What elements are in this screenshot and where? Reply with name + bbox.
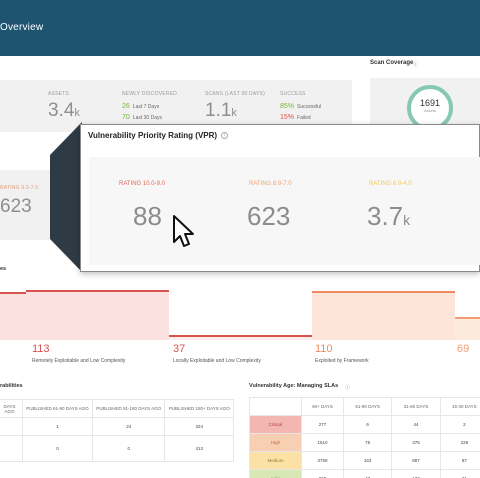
severity-medium-label: Medium <box>249 451 302 470</box>
newly-discovered-label: NEWLY DISCOVERED <box>122 91 177 97</box>
severity-low-label: Low <box>249 469 302 478</box>
table-cell[interactable]: 413 <box>164 435 234 462</box>
bar-caption-framework: Exploited by Framework <box>315 358 369 364</box>
vpr-zoom-panel: Vulnerability Priority Rating (VPR) i RAT… <box>80 124 480 272</box>
vuln-age-info-icon[interactable]: ⓘ <box>345 385 351 391</box>
table-cell[interactable]: 1 <box>22 417 93 436</box>
table-header: PUBLISHED 61-90 DAYS AGO <box>22 399 93 418</box>
summary-panel-bg <box>0 80 352 132</box>
rating-value: 88 <box>133 201 162 231</box>
table-cell[interactable]: 21 <box>439 469 480 478</box>
vpr-rating-critical[interactable]: RATING 10.0-9.0 88 <box>89 157 219 265</box>
table-cell[interactable]: 0 <box>22 435 93 462</box>
new-last-7-days: 26 Last 7 Days <box>122 103 160 110</box>
table-cell[interactable]: 6 <box>343 415 393 434</box>
table-header <box>249 397 302 416</box>
bar-local-low-complexity[interactable] <box>169 335 312 340</box>
assets-label: ASSETS <box>48 91 69 97</box>
bar-remote-low-complexity[interactable] <box>26 290 169 340</box>
left-card-bg <box>0 170 50 240</box>
table-row: Critical 277 6 44 2 <box>249 415 480 434</box>
rating-value: 3.7k <box>367 201 411 231</box>
table-cell[interactable]: 163 <box>343 451 393 470</box>
bar-caption-local: Locally Exploitable and Low Complexity <box>173 358 261 364</box>
failed-rate: 15% Failed <box>280 114 311 121</box>
rating-value: 623 <box>247 201 291 231</box>
table-header: 90+ DAYS <box>300 397 345 416</box>
rating-label: RATING 8.9-7.0 <box>249 181 292 187</box>
scan-coverage-value: 1691 <box>419 98 441 108</box>
success-rate: 85% Successful <box>280 103 322 110</box>
table-row: High 1610 75 375 229 <box>249 433 480 452</box>
table-header-row: 90+ DAYS 61-90 DAYS 31-60 DAYS 15-30 DAY… <box>249 397 480 416</box>
scans-value: 1.1k <box>205 100 237 121</box>
table-cell[interactable]: 229 <box>439 433 480 452</box>
table-row: Low 860 47 130 21 <box>249 469 480 478</box>
table-cell[interactable]: 0 <box>91 435 166 462</box>
zoom-connector-shade <box>50 122 82 272</box>
bar-partial-left <box>0 292 26 340</box>
table-header: DAYS AGO <box>0 399 23 418</box>
table-cell[interactable]: 87 <box>439 451 480 470</box>
vpr-rating-high[interactable]: RATING 8.9-7.0 623 <box>219 157 349 265</box>
bar-value-local: 37 <box>173 343 186 355</box>
scans-label: SCANS (LAST 90 DAYS) <box>205 91 265 97</box>
mouse-pointer-icon <box>173 215 194 247</box>
table-cell[interactable]: 130 <box>391 469 441 478</box>
published-vulns-table: DAYS AGO PUBLISHED 61-90 DAYS AGO PUBLIS… <box>0 399 234 462</box>
scan-coverage-info-icon[interactable]: ⓘ <box>413 62 419 68</box>
table-cell[interactable]: 324 <box>164 417 234 436</box>
left-card-value: 623 <box>0 196 32 217</box>
table-cell[interactable]: 860 <box>300 469 345 478</box>
vuln-age-table: 90+ DAYS 61-90 DAYS 31-60 DAYS 15-30 DAY… <box>249 397 480 478</box>
bar-caption-remote: Remotely Exploitable and Low Complexity <box>32 358 126 364</box>
table-cell[interactable]: 277 <box>300 415 345 434</box>
table-cell[interactable]: 2 <box>439 415 480 434</box>
table-row: 1 24 324 <box>0 417 234 436</box>
table-header: 61-90 DAYS <box>343 397 393 416</box>
table-cell <box>0 417 23 436</box>
scan-coverage-sub: Assets <box>423 108 436 113</box>
severity-high-label: High <box>249 433 302 452</box>
table-row: 0 0 413 <box>0 435 234 462</box>
table-cell[interactable]: 1610 <box>300 433 345 452</box>
scan-coverage-title: Scan Coverage <box>370 60 414 66</box>
bars-section-title: es <box>0 266 7 272</box>
table-cell[interactable]: 47 <box>343 469 393 478</box>
rating-label: RATING 10.0-9.0 <box>119 181 165 187</box>
page-title: Overview <box>0 22 44 33</box>
success-label: SUCCESS <box>280 91 306 97</box>
table-header: 15-30 DAYS <box>439 397 480 416</box>
vuln-age-title: Vulnerability Age: Managing SLAs <box>249 383 339 389</box>
vpr-rating-medium[interactable]: RATING 6.9-4.0 3.7k <box>349 157 480 265</box>
table-header: PUBLISHED 91-180 DAYS AGO <box>91 399 166 418</box>
left-table-title: rabilities <box>0 383 23 389</box>
bar-value-partial-right: 69 <box>457 343 470 355</box>
table-cell <box>0 435 23 462</box>
table-row: Medium 3759 163 887 87 <box>249 451 480 470</box>
bar-partial-right[interactable] <box>455 317 480 340</box>
assets-value: 3.4k <box>48 100 80 121</box>
new-last-30-days: 70 Last 30 Days <box>122 114 162 121</box>
top-header-bar: Overview <box>0 0 480 56</box>
bar-exploited-framework[interactable] <box>312 291 455 340</box>
severity-critical-label: Critical <box>249 415 302 434</box>
table-cell[interactable]: 3759 <box>300 451 345 470</box>
vpr-ratings-area: RATING 10.0-9.0 88 RATING 8.9-7.0 623 RA… <box>89 157 480 265</box>
bar-value-remote: 113 <box>32 343 50 355</box>
table-cell[interactable]: 75 <box>343 433 393 452</box>
rating-label: RATING 6.9-4.0 <box>369 181 412 187</box>
left-card-label: RATING 9.9-7.0 <box>0 185 39 191</box>
bar-value-framework: 110 <box>315 343 333 355</box>
info-icon[interactable]: i <box>221 132 229 140</box>
scan-coverage-donut: 1691 Assets <box>407 85 453 131</box>
table-cell[interactable]: 887 <box>391 451 441 470</box>
table-header: PUBLISHED 180+ DAYS AGO <box>164 399 234 418</box>
table-header: 31-60 DAYS <box>391 397 441 416</box>
table-header-row: DAYS AGO PUBLISHED 61-90 DAYS AGO PUBLIS… <box>0 399 234 418</box>
vpr-title: Vulnerability Priority Rating (VPR) i <box>88 131 229 140</box>
table-cell[interactable]: 44 <box>391 415 441 434</box>
table-cell[interactable]: 24 <box>91 417 166 436</box>
table-cell[interactable]: 375 <box>391 433 441 452</box>
